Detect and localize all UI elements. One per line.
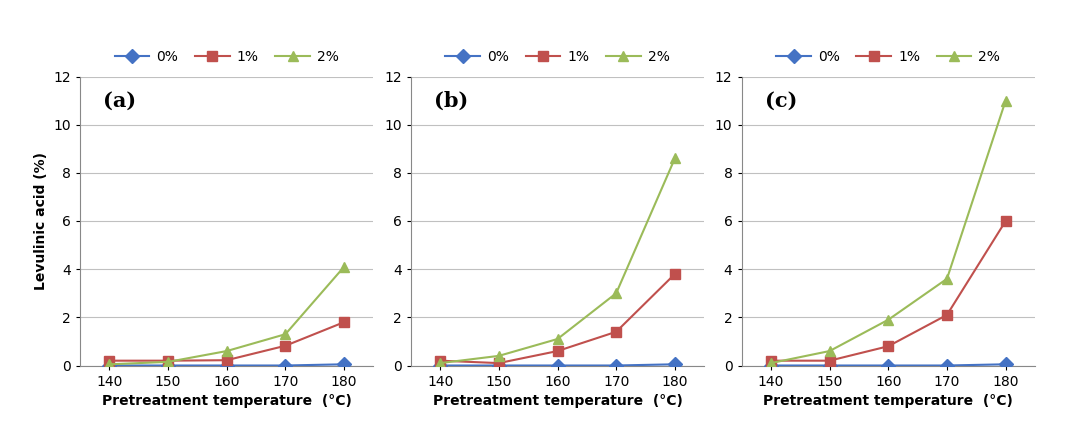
X-axis label: Pretreatment temperature  (°C): Pretreatment temperature (°C) xyxy=(432,394,683,408)
X-axis label: Pretreatment temperature  (°C): Pretreatment temperature (°C) xyxy=(101,394,352,408)
Text: (b): (b) xyxy=(434,91,468,111)
Legend: 0%, 1%, 2%: 0%, 1%, 2% xyxy=(445,50,670,64)
Text: (c): (c) xyxy=(765,91,797,111)
Legend: 0%, 1%, 2%: 0%, 1%, 2% xyxy=(114,50,339,64)
Text: (a): (a) xyxy=(103,91,137,111)
Legend: 0%, 1%, 2%: 0%, 1%, 2% xyxy=(776,50,1001,64)
X-axis label: Pretreatment temperature  (°C): Pretreatment temperature (°C) xyxy=(763,394,1014,408)
Y-axis label: Levulinic acid (%): Levulinic acid (%) xyxy=(34,152,48,290)
